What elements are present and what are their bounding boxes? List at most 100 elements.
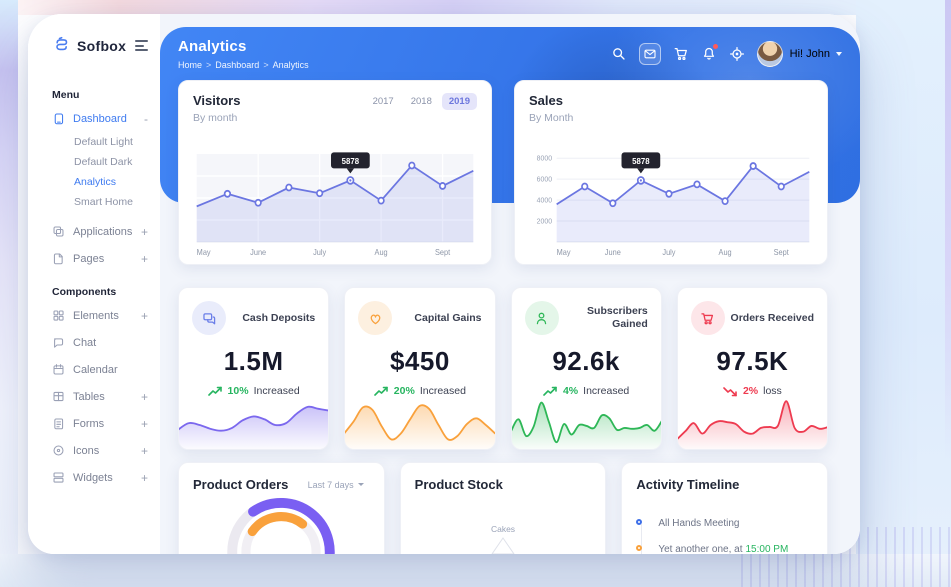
- avatar: [756, 41, 783, 67]
- top-bar: Analytics Home > Dashboard > Analytics: [160, 38, 860, 70]
- trend-percent: 4%: [562, 385, 579, 397]
- main-area: Analytics Home > Dashboard > Analytics: [160, 14, 860, 554]
- year-tab-2017[interactable]: 2017: [366, 93, 401, 110]
- stat-card-orders-received: Orders Received 97.5K 2% loss: [676, 287, 828, 450]
- user-greeting: Hi! John: [789, 48, 830, 60]
- sidebar-item-pages[interactable]: Pages +: [28, 245, 160, 272]
- sidebar-item-widgets[interactable]: Widgets +: [28, 464, 160, 491]
- sidebar-item-icons[interactable]: Icons +: [28, 437, 160, 464]
- elements-icon: [52, 309, 65, 322]
- donut-chart: [227, 497, 336, 554]
- sidebar-item-dashboard[interactable]: Dashboard -: [28, 105, 160, 132]
- timeline-bullet: [636, 519, 643, 525]
- sidebar-item-tables[interactable]: Tables +: [28, 383, 160, 410]
- svg-text:Sept: Sept: [774, 248, 790, 257]
- breadcrumb-item-analytics: Analytics: [272, 60, 309, 70]
- bell-icon[interactable]: [701, 44, 718, 62]
- svg-text:July: July: [662, 248, 675, 257]
- svg-text:8000: 8000: [537, 153, 552, 162]
- trend-text: Increased: [253, 385, 300, 397]
- stat-value: 92.6k: [552, 346, 620, 376]
- year-tabs: 2017 2018 2019: [366, 93, 477, 110]
- breadcrumb-item-home[interactable]: Home: [178, 60, 203, 70]
- sidebar-item-label: Elements: [73, 309, 119, 322]
- filter-dropdown[interactable]: Last 7 days: [302, 479, 370, 491]
- breadcrumb: Home > Dashboard > Analytics: [178, 60, 309, 70]
- logo: Sofbox: [28, 14, 160, 55]
- expand-indicator: +: [140, 251, 148, 266]
- year-tab-2019[interactable]: 2019: [441, 93, 477, 110]
- trend-percent: 10%: [227, 385, 249, 397]
- stat-trend: 2% loss: [678, 385, 827, 397]
- widgets-icon: [52, 471, 65, 484]
- stat-trend: 20% Increased: [345, 385, 494, 397]
- backdrop-left-strip: [0, 0, 18, 587]
- timeline-list: All Hands Meeting Yet another one, at 15:0…: [636, 518, 813, 554]
- svg-text:Sept: Sept: [435, 248, 451, 257]
- trend-up-icon: [207, 386, 222, 396]
- dashboard-content: Visitors By month 2017 2018 2019 May June Ju…: [160, 80, 860, 554]
- search-icon[interactable]: [611, 46, 627, 62]
- sidebar-item-chat[interactable]: Chat: [28, 329, 160, 356]
- card-title: Sales: [529, 93, 563, 108]
- svg-text:June: June: [250, 248, 266, 257]
- sidebar-item-applications[interactable]: Applications +: [28, 218, 160, 245]
- svg-text:July: July: [313, 248, 326, 257]
- expand-indicator: +: [140, 416, 148, 431]
- svg-text:Aug: Aug: [375, 248, 388, 257]
- mail-icon[interactable]: [638, 43, 661, 65]
- stock-series-label: Cakes: [490, 524, 516, 534]
- charts-row: Visitors By month 2017 2018 2019 May June Ju…: [178, 80, 828, 265]
- dashboard-icon: [52, 112, 65, 125]
- trend-down-icon: [723, 386, 737, 396]
- sidebar-subitem-analytics[interactable]: Analytics: [74, 176, 117, 188]
- sidebar-item-label: Widgets: [73, 471, 113, 484]
- timeline-item: Yet another one, at 15:00 PM: [636, 544, 813, 554]
- cart-icon: [690, 301, 725, 335]
- stat-card-capital-gains: Capital Gains $450 20% Increased: [344, 287, 496, 450]
- messages-icon: [192, 301, 226, 335]
- donut-segment-orange: [248, 512, 308, 537]
- sidebar-nav: Menu Dashboard - Default Light Default Dark A…: [28, 89, 160, 491]
- trend-percent: 20%: [393, 385, 415, 397]
- user-menu[interactable]: Hi! John: [756, 41, 842, 67]
- cart-icon[interactable]: [673, 46, 689, 62]
- product-orders-card: Product Orders Last 7 days: [178, 462, 385, 554]
- sidebar-item-forms[interactable]: Forms +: [28, 410, 160, 437]
- heart-icon: [358, 301, 393, 335]
- page-heading: Analytics Home > Dashboard > Analytics: [178, 38, 309, 70]
- backdrop-top-strip: [18, 0, 856, 15]
- timeline-text: Yet another one, at: [658, 544, 743, 554]
- backdrop-right-panel: [856, 0, 951, 587]
- filter-label: Last 7 days: [307, 479, 354, 490]
- header-actions: Hi! John: [611, 41, 842, 67]
- sidebar-item-label: Calendar: [73, 363, 118, 376]
- sidebar-subitem-default-dark[interactable]: Default Dark: [74, 156, 133, 168]
- breadcrumb-item-dashboard[interactable]: Dashboard: [215, 60, 260, 70]
- backdrop-bottom-band: [0, 554, 951, 587]
- svg-text:May: May: [557, 248, 571, 257]
- expand-indicator: +: [140, 389, 148, 404]
- stat-sparkline: [345, 404, 495, 449]
- sidebar-subitem-default-light[interactable]: Default Light: [74, 136, 133, 148]
- stat-value: 97.5K: [716, 346, 789, 376]
- stat-label: Orders Received: [730, 311, 814, 324]
- year-tab-2018[interactable]: 2018: [404, 93, 439, 110]
- stat-trend: 10% Increased: [179, 385, 328, 397]
- expand-indicator: +: [140, 443, 148, 458]
- page-title: Analytics: [178, 38, 247, 55]
- chart-tooltip: 5878: [331, 152, 370, 185]
- card-title: Product Orders: [193, 477, 289, 492]
- stat-sparkline: [511, 401, 661, 449]
- calendar-icon: [52, 363, 65, 376]
- sidebar-item-elements[interactable]: Elements +: [28, 302, 160, 329]
- sidebar-subitem-smart-home[interactable]: Smart Home: [74, 196, 133, 208]
- stat-label: Capital Gains: [414, 311, 482, 324]
- sidebar-toggle-button[interactable]: [135, 38, 148, 53]
- stat-label: Subscribers Gained: [587, 305, 648, 330]
- timeline-time: 15:00 PM: [745, 544, 789, 554]
- sidebar-item-calendar[interactable]: Calendar: [28, 356, 160, 383]
- pages-icon: [52, 252, 65, 265]
- locate-icon[interactable]: [729, 46, 745, 62]
- activity-timeline-card: Activity Timeline All Hands Meeting Yet a…: [621, 462, 829, 554]
